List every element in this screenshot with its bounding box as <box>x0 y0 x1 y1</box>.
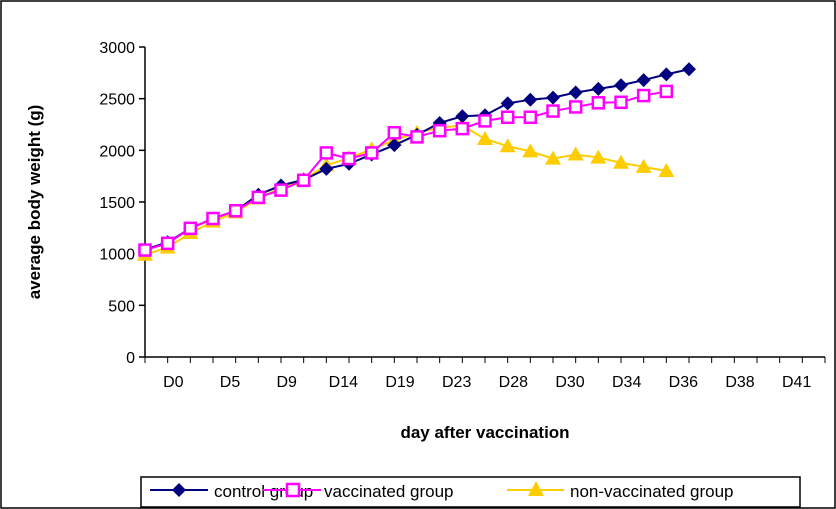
data-point <box>500 110 515 125</box>
data-point <box>636 73 651 88</box>
data-point <box>545 150 561 165</box>
y-axis-title: average body weight (g) <box>25 105 44 300</box>
data-point <box>183 221 198 236</box>
x-tick-label: D34 <box>612 374 641 391</box>
data-point <box>206 211 220 226</box>
x-axis: D0 D5 D9 D14 D19 D23 D28 D30 D34 D36 D38 D41 <box>144 356 826 391</box>
legend: control group vaccinated group non-vacci… <box>140 476 801 508</box>
x-tick-label: D36 <box>669 374 698 391</box>
data-point <box>590 149 607 164</box>
data-point <box>614 95 628 110</box>
y-axis: 0 500 1000 1500 2000 2500 3000 <box>99 40 146 367</box>
y-tick-label: 1500 <box>99 195 135 212</box>
data-point <box>500 96 515 111</box>
data-point <box>591 81 606 96</box>
x-tick-label: D23 <box>442 374 471 391</box>
data-point <box>613 154 629 169</box>
legend-label: non-vaccinated group <box>570 482 734 501</box>
data-point <box>251 190 266 205</box>
x-tick-label: D19 <box>385 374 414 391</box>
y-tick-label: 1000 <box>99 247 135 264</box>
data-point <box>138 243 152 257</box>
legend-box <box>140 476 801 508</box>
data-point <box>682 62 696 77</box>
y-tick-label: 2000 <box>99 143 135 160</box>
data-point <box>567 146 584 161</box>
data-point <box>568 85 583 100</box>
x-tick-label: D41 <box>782 374 811 391</box>
x-axis-title: day after vaccination <box>400 423 569 442</box>
legend-label: vaccinated group <box>324 482 453 501</box>
data-point <box>274 183 288 197</box>
data-point <box>410 130 424 144</box>
data-point <box>659 67 674 82</box>
data-point <box>478 114 492 128</box>
data-point <box>636 88 651 103</box>
legend-item-non-vaccinated: non-vaccinated group <box>507 481 734 501</box>
y-tick-label: 0 <box>126 350 135 367</box>
data-point <box>228 204 243 218</box>
legend-marker-triangle <box>528 481 544 496</box>
x-tick-label: D14 <box>329 374 358 391</box>
data-point <box>342 151 356 166</box>
data-point <box>523 110 538 125</box>
x-tick-label: D5 <box>220 374 241 391</box>
x-tick-label: D28 <box>499 374 528 391</box>
y-tick-label: 3000 <box>99 40 135 57</box>
data-point <box>387 138 402 153</box>
data-point <box>432 123 447 138</box>
data-point <box>319 161 334 176</box>
legend-marker-diamond <box>172 483 186 497</box>
legend-marker-square <box>285 482 301 498</box>
data-point <box>160 236 175 251</box>
y-tick-label: 500 <box>108 298 135 315</box>
data-point <box>614 78 628 93</box>
data-point <box>455 121 470 136</box>
data-point <box>455 109 470 124</box>
data-point <box>591 96 606 110</box>
data-point <box>387 126 402 140</box>
legend-item-vaccinated: vaccinated group <box>263 482 453 501</box>
x-tick-label: D30 <box>555 374 584 391</box>
data-point <box>523 92 538 107</box>
data-point <box>319 146 334 160</box>
data-point <box>659 84 674 99</box>
y-tick-label: 2500 <box>99 92 135 109</box>
data-point <box>568 100 583 114</box>
data-point <box>546 90 560 105</box>
data-point <box>477 130 493 145</box>
data-point <box>658 163 675 177</box>
data-point <box>499 138 516 153</box>
data-point <box>522 143 539 158</box>
series-vaccinated-group <box>138 84 674 257</box>
plot-area <box>137 62 696 261</box>
x-tick-label: D9 <box>276 374 297 391</box>
data-point <box>635 158 652 173</box>
x-tick-label: D0 <box>163 374 184 391</box>
data-point <box>296 173 311 188</box>
data-point <box>364 146 379 160</box>
x-tick-label: D38 <box>725 374 754 391</box>
data-point <box>546 104 560 118</box>
